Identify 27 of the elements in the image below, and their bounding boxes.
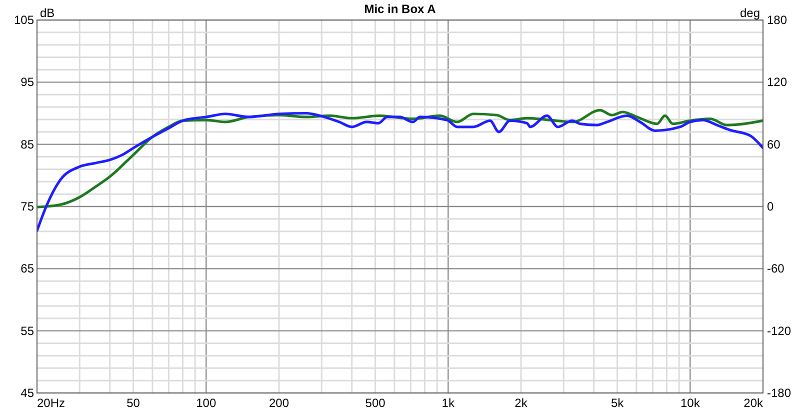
y-tick-label: 75 [20, 200, 34, 214]
x-tick-label: 10k [680, 396, 701, 410]
chart-title: Mic in Box A [364, 2, 436, 16]
x-tick-label: 2k [514, 396, 528, 410]
y2-tick-label: 0 [767, 200, 774, 214]
x-tick-label: 500 [365, 396, 386, 410]
x-tick-label: 100 [196, 396, 216, 410]
y2-tick-label: -120 [767, 324, 792, 338]
x-tick-label: 20Hz [37, 396, 66, 410]
x-tick-label: 5k [610, 396, 625, 410]
x-tick-label: 200 [268, 396, 290, 410]
x-tick-label: 1k [442, 396, 456, 410]
y-tick-label: 105 [14, 13, 34, 27]
y-axis-title: dB [40, 6, 55, 20]
y2-axis-title: deg [740, 6, 760, 20]
y-tick-label: 85 [20, 137, 34, 152]
y-tick-label: 45 [20, 386, 34, 400]
y-tick-label: 65 [20, 262, 34, 276]
y2-tick-label: 60 [767, 137, 781, 152]
y2-tick-label: -60 [767, 262, 785, 276]
y-tick-label: 95 [20, 75, 34, 90]
x-tick-label: 20k [744, 396, 764, 410]
y2-tick-label: -180 [767, 386, 792, 400]
x-tick-label: 50 [126, 396, 140, 410]
y2-tick-label: 120 [767, 75, 788, 90]
y-tick-label: 55 [20, 324, 34, 338]
y2-tick-label: 180 [767, 13, 788, 27]
